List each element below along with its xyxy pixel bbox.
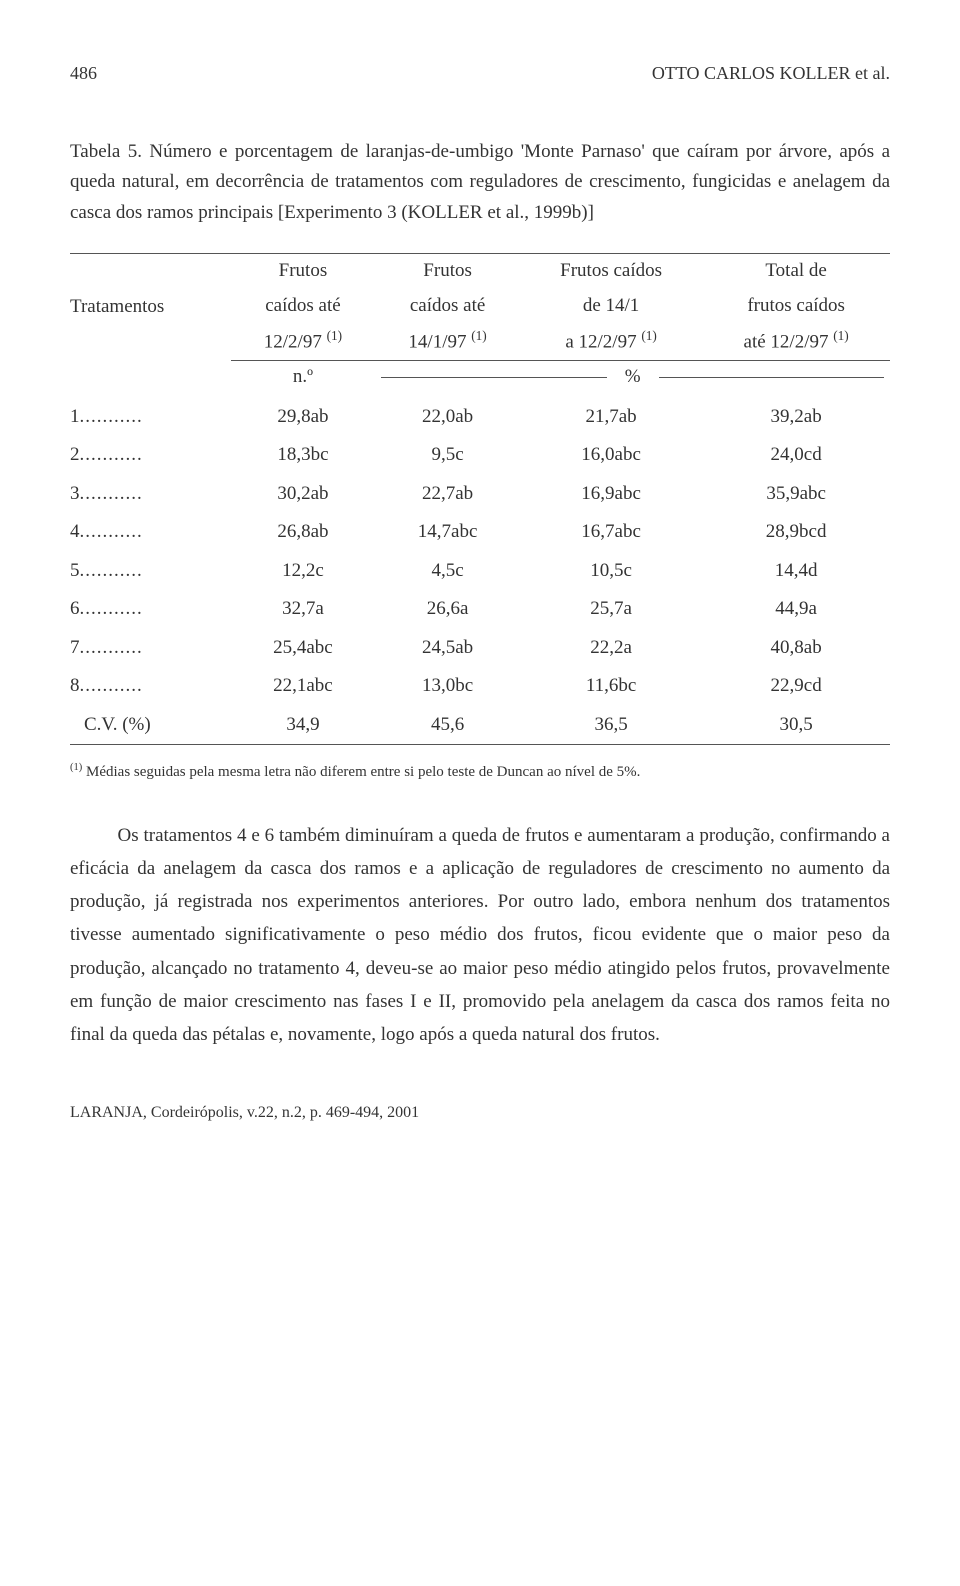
col-header: 14/1/97 (1) <box>375 323 520 360</box>
col-header: caídos até <box>231 289 376 324</box>
table-row: 8........... 22,1abc13,0bc11,6bc22,9cd <box>70 667 890 706</box>
table-footnote: (1) Médias seguidas pela mesma letra não… <box>70 760 890 784</box>
col-header-tratamentos: Tratamentos <box>70 254 231 361</box>
col-header: a 12/2/97 (1) <box>520 323 702 360</box>
table-row: 7........... 25,4abc24,5ab22,2a40,8ab <box>70 629 890 668</box>
col-header: caídos até <box>375 289 520 324</box>
col-header: Frutos <box>375 254 520 289</box>
table-row: 2........... 18,3bc9,5c16,0abc24,0cd <box>70 436 890 475</box>
col-header: Total de <box>702 254 890 289</box>
table-body: 1........... 29,8ab22,0ab21,7ab39,2ab 2.… <box>70 398 890 745</box>
data-table: Tratamentos Frutos Frutos Frutos caídos … <box>70 253 890 745</box>
col-header: 12/2/97 (1) <box>231 323 376 360</box>
col-header: Frutos caídos <box>520 254 702 289</box>
table-row: 4........... 26,8ab14,7abc16,7abc28,9bcd <box>70 513 890 552</box>
table-row: 6........... 32,7a26,6a25,7a44,9a <box>70 590 890 629</box>
col-header: Frutos <box>231 254 376 289</box>
col-header: de 14/1 <box>520 289 702 324</box>
table-label: Tabela 5. <box>70 141 142 162</box>
table-row: 5........... 12,2c4,5c10,5c14,4d <box>70 552 890 591</box>
page-number: 486 <box>70 60 97 87</box>
table-row: 1........... 29,8ab22,0ab21,7ab39,2ab <box>70 398 890 437</box>
unit-count: n.º <box>231 361 376 398</box>
col-header: frutos caídos <box>702 289 890 324</box>
page-footer: LARANJA, Cordeirópolis, v.22, n.2, p. 46… <box>70 1101 890 1125</box>
table-row-cv: C.V. (%) 34,945,636,530,5 <box>70 706 890 745</box>
unit-percent: % <box>375 361 890 398</box>
body-paragraph: Os tratamentos 4 e 6 também diminuíram a… <box>70 819 890 1052</box>
table-row: 3........... 30,2ab22,7ab16,9abc35,9abc <box>70 475 890 514</box>
col-header: até 12/2/97 (1) <box>702 323 890 360</box>
running-title: OTTO CARLOS KOLLER et al. <box>652 60 890 87</box>
table-caption-text: Número e porcentagem de laranjas-de-umbi… <box>70 141 890 223</box>
page-header: 486 OTTO CARLOS KOLLER et al. <box>70 60 890 87</box>
table-caption: Tabela 5. Número e porcentagem de laranj… <box>70 137 890 228</box>
